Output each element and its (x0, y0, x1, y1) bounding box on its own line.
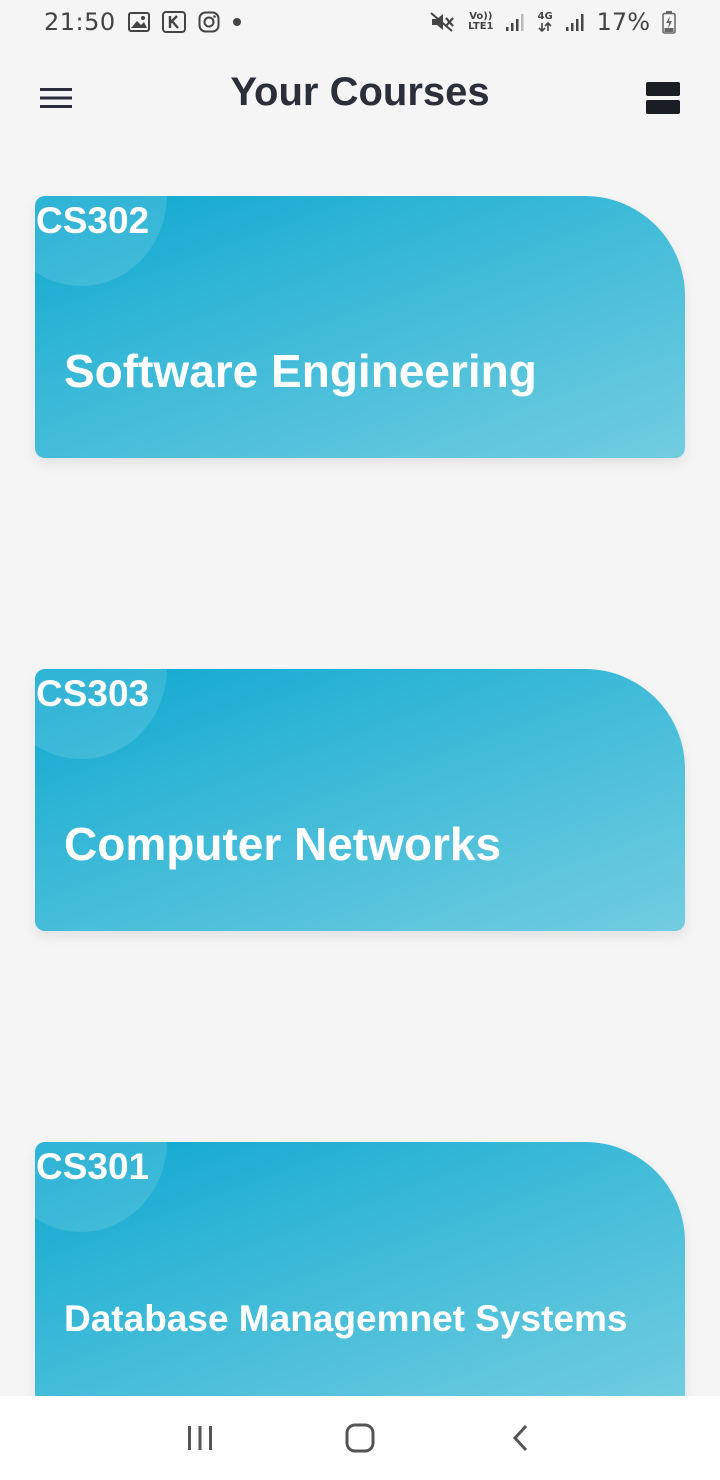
notification-dot (232, 17, 242, 27)
status-left: 21:50 (44, 8, 242, 36)
gallery-icon (127, 12, 150, 32)
signal-icon-2 (565, 12, 585, 32)
signal-icon (505, 12, 525, 32)
course-code: CS302 (36, 200, 150, 241)
course-card[interactable]: CS303 Computer Networks (35, 669, 685, 931)
page-title: Your Courses (230, 70, 490, 114)
home-button[interactable] (330, 1408, 390, 1468)
course-name: Database Managemnet Systems (64, 1298, 628, 1339)
course-code: CS303 (36, 673, 150, 714)
recents-icon (188, 1426, 212, 1450)
mute-icon (430, 11, 456, 33)
list-view-icon (646, 82, 680, 114)
view-toggle-button[interactable] (636, 76, 690, 120)
course-card[interactable]: CS302 Software Engineering (35, 196, 685, 458)
instagram-icon (198, 11, 220, 33)
back-button[interactable] (490, 1408, 550, 1468)
app-bar: Your Courses (0, 56, 720, 136)
course-card[interactable]: CS301 Database Managemnet Systems (35, 1142, 685, 1404)
status-bar: 21:50 Vo)) LTE1 4G 17% (0, 0, 720, 44)
status-time: 21:50 (44, 8, 116, 36)
network-4g-icon: 4G (537, 11, 553, 32)
back-icon (512, 1424, 528, 1452)
volte-label: Vo)) (469, 11, 493, 22)
hamburger-menu-icon (40, 88, 72, 108)
status-right: Vo)) LTE1 4G 17% (430, 8, 676, 36)
k-app-icon (161, 11, 186, 33)
course-code: CS301 (36, 1146, 150, 1187)
battery-charging-icon (662, 10, 676, 34)
menu-button[interactable] (30, 76, 82, 120)
volte-icon: Vo)) LTE1 (468, 12, 493, 32)
recents-button[interactable] (170, 1408, 230, 1468)
course-name: Software Engineering (64, 345, 537, 397)
lte-label: LTE1 (468, 21, 494, 32)
home-icon (345, 1423, 375, 1453)
system-nav-bar (0, 1396, 720, 1480)
network-label: 4G (537, 11, 553, 22)
course-name: Computer Networks (64, 818, 502, 870)
battery-percent: 17% (596, 8, 650, 36)
